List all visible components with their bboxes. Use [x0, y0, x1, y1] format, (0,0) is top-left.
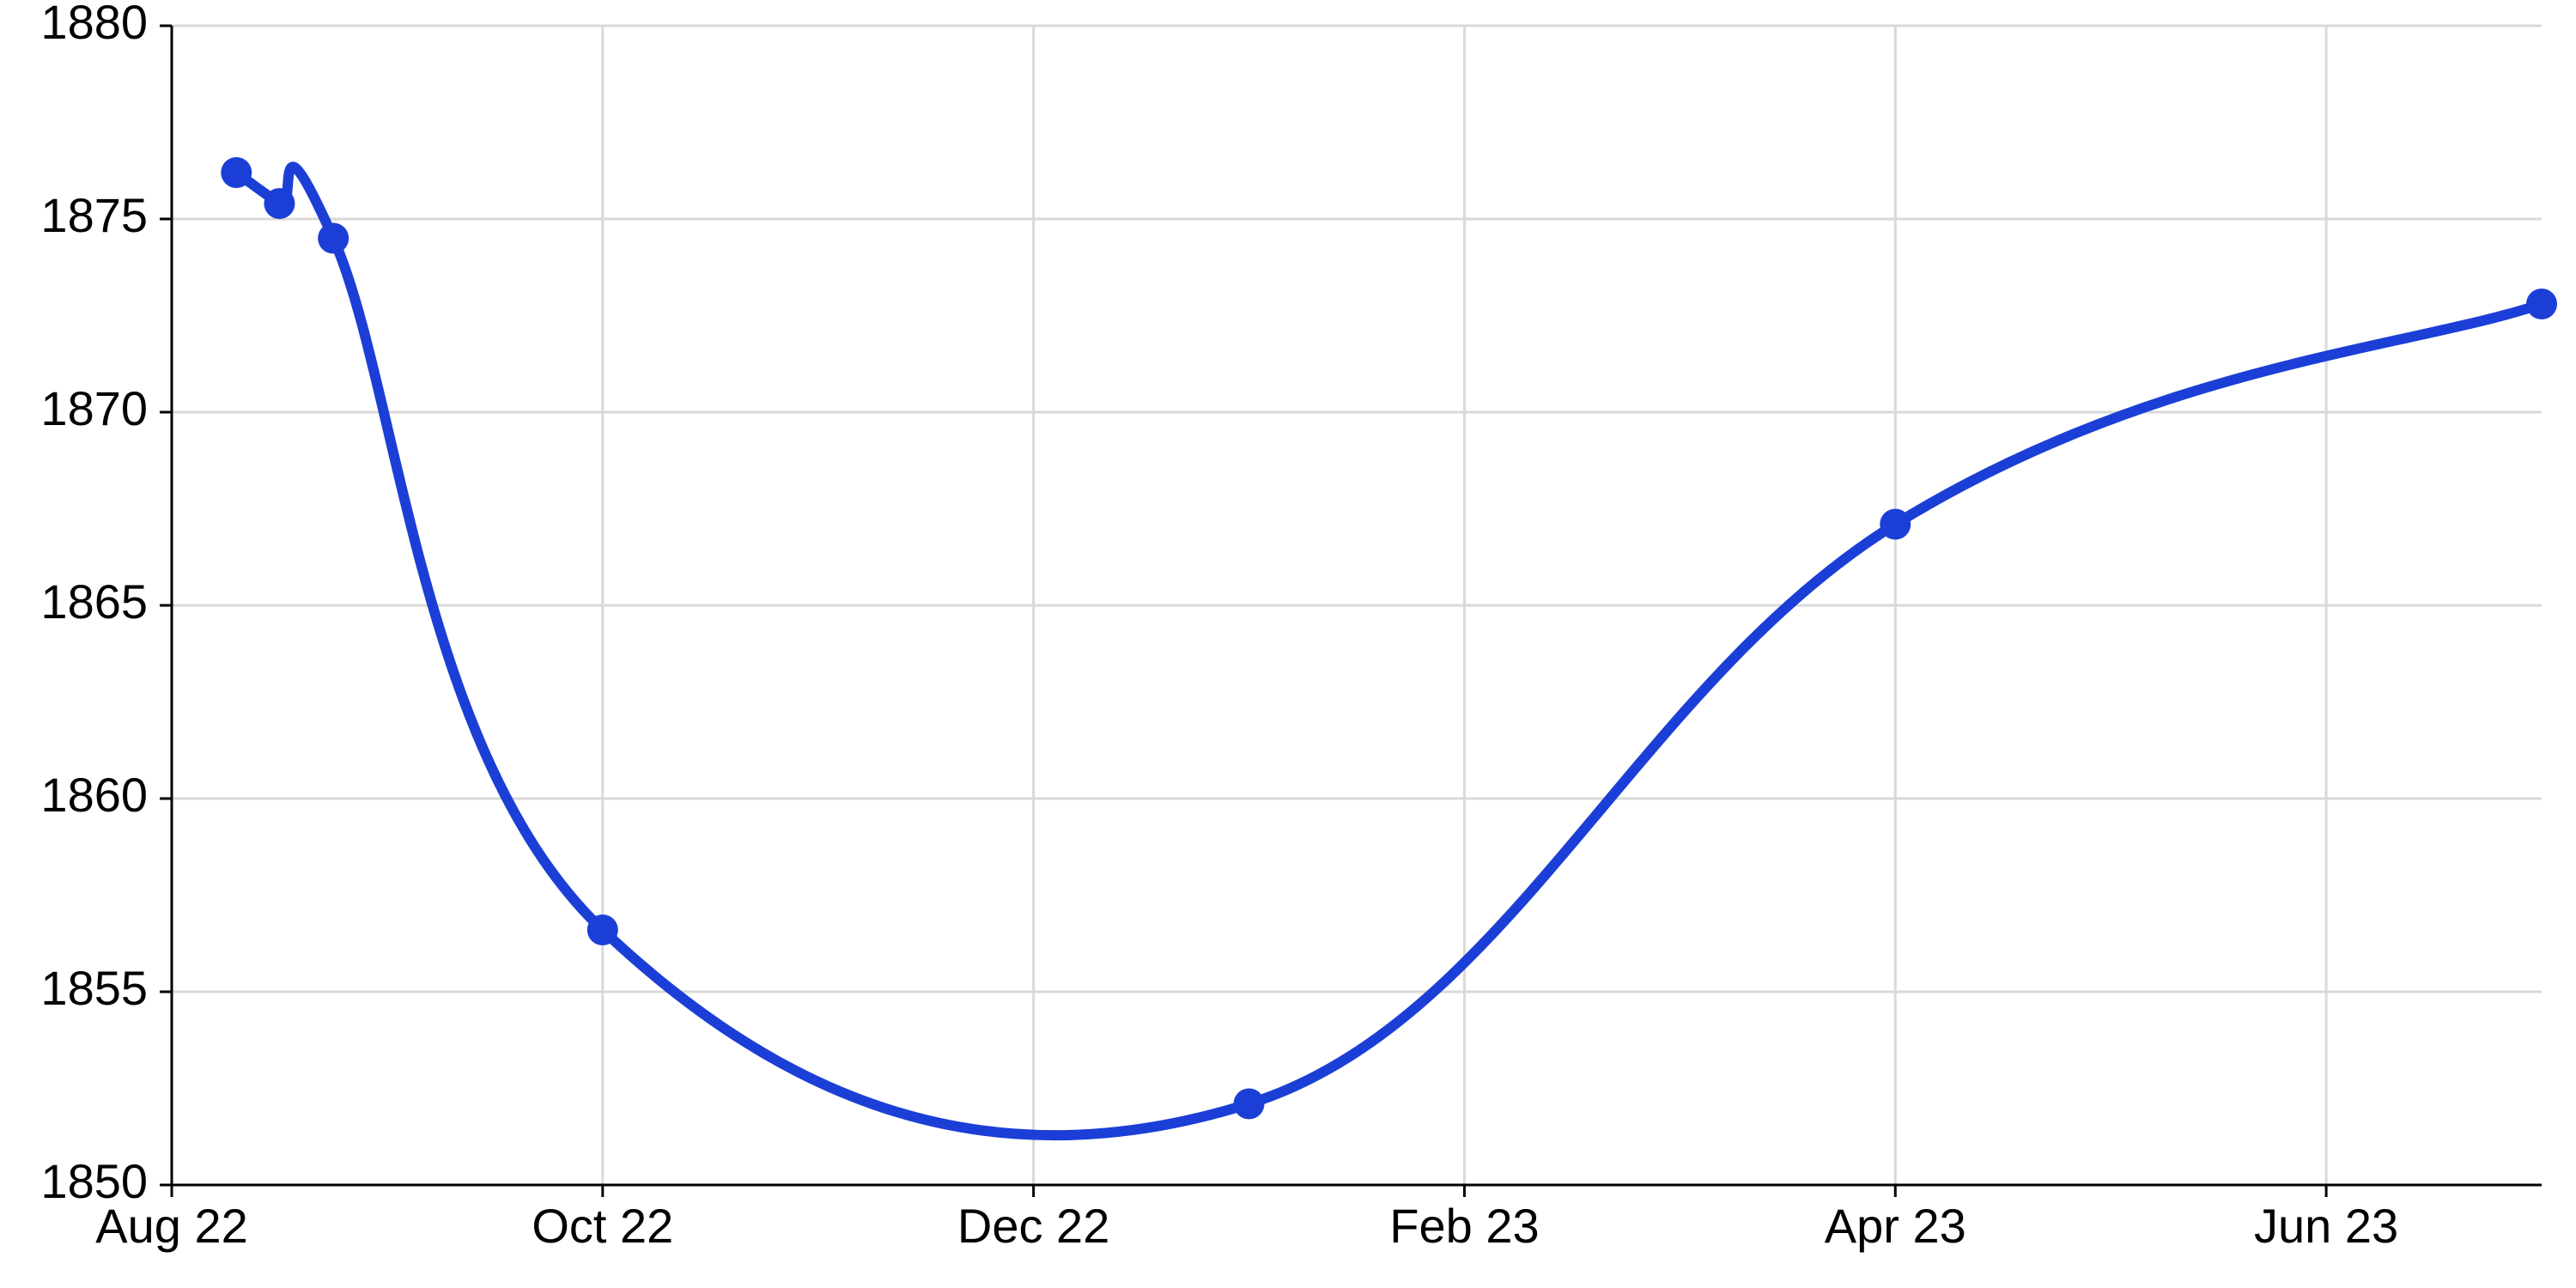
x-tick-label: Aug 22 — [95, 1199, 248, 1253]
y-tick-label: 1860 — [40, 768, 148, 822]
x-tick-label: Jun 23 — [2254, 1199, 2398, 1253]
y-tick-label: 1880 — [40, 0, 148, 49]
data-point — [1234, 1089, 1265, 1120]
data-point — [264, 188, 295, 219]
y-tick-label: 1870 — [40, 381, 148, 435]
data-point — [2526, 289, 2557, 319]
data-point — [318, 223, 349, 254]
data-point — [221, 157, 252, 188]
x-tick-label: Feb 23 — [1389, 1199, 1539, 1253]
y-tick-label: 1875 — [40, 188, 148, 242]
line-chart: 1850185518601865187018751880Aug 22Oct 22… — [0, 0, 2576, 1288]
y-tick-label: 1865 — [40, 574, 148, 629]
chart-container: 1850185518601865187018751880Aug 22Oct 22… — [0, 0, 2576, 1288]
y-tick-label: 1855 — [40, 961, 148, 1015]
data-point — [587, 914, 618, 945]
x-tick-label: Apr 23 — [1825, 1199, 1966, 1253]
x-tick-label: Dec 22 — [957, 1199, 1109, 1253]
data-point — [1880, 509, 1911, 540]
x-tick-label: Oct 22 — [532, 1199, 673, 1253]
